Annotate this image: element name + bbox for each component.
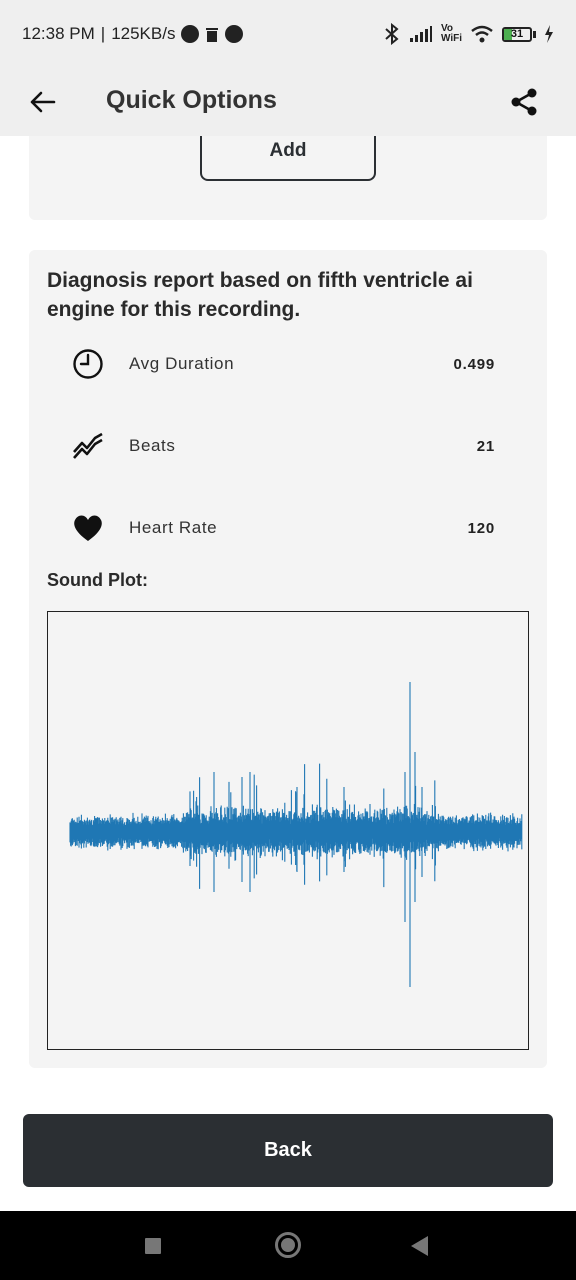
metric-label: Beats <box>129 436 176 455</box>
sound-plot <box>47 611 529 1050</box>
home-icon[interactable] <box>275 1232 301 1258</box>
recents-icon[interactable] <box>145 1238 161 1254</box>
sound-plot-title: Sound Plot: <box>47 570 148 590</box>
metric-row-beats: Beats 21 <box>69 426 495 466</box>
metric-label: Avg Duration <box>129 354 235 373</box>
heart-icon <box>69 509 107 547</box>
status-bar: 12:38 PM | 125KB/s Vo WiFi 31 <box>0 0 576 68</box>
back-button[interactable]: Back <box>23 1114 553 1187</box>
metric-value: 120 <box>467 519 495 537</box>
status-left: 12:38 PM | 125KB/s <box>22 24 244 44</box>
circle-p-icon <box>181 25 200 43</box>
battery-icon: 31 <box>502 26 536 42</box>
metric-value: 0.499 <box>453 355 495 373</box>
metric-row-avg-duration: Avg Duration 0.499 <box>69 344 495 384</box>
bluetooth-icon <box>385 23 399 45</box>
app-bar: Quick Options <box>0 68 576 136</box>
status-right: Vo WiFi 31 <box>383 23 554 45</box>
trash-icon <box>206 28 219 42</box>
metric-row-heart-rate: Heart Rate 120 <box>69 508 495 548</box>
waveform-chart <box>69 682 523 987</box>
system-nav-bar <box>0 1211 576 1280</box>
status-speed: 125KB/s <box>111 24 176 43</box>
signal-icon <box>409 26 432 42</box>
battery-level: 31 <box>510 28 524 40</box>
arrow-left-icon <box>30 91 56 113</box>
waveform-path <box>69 682 523 987</box>
share-icon <box>511 88 537 116</box>
diagnosis-card: Diagnosis report based on fifth ventricl… <box>29 250 547 1068</box>
system-back-icon[interactable] <box>411 1236 428 1256</box>
share-button[interactable] <box>504 82 544 122</box>
diagnosis-heading: Diagnosis report based on fifth ventricl… <box>47 269 473 321</box>
trend-icon <box>69 427 107 465</box>
back-arrow-button[interactable] <box>22 82 62 122</box>
metric-label: Heart Rate <box>129 518 218 537</box>
page-title: Quick Options <box>106 86 277 114</box>
vowifi-icon: Vo WiFi <box>440 23 462 44</box>
circle-p-icon <box>225 25 244 43</box>
wifi-icon <box>471 25 493 43</box>
status-time: 12:38 PM <box>22 24 95 43</box>
metric-value: 21 <box>476 437 495 455</box>
clock-icon <box>69 345 107 383</box>
charging-icon <box>545 25 553 43</box>
status-separator: | <box>100 24 106 43</box>
